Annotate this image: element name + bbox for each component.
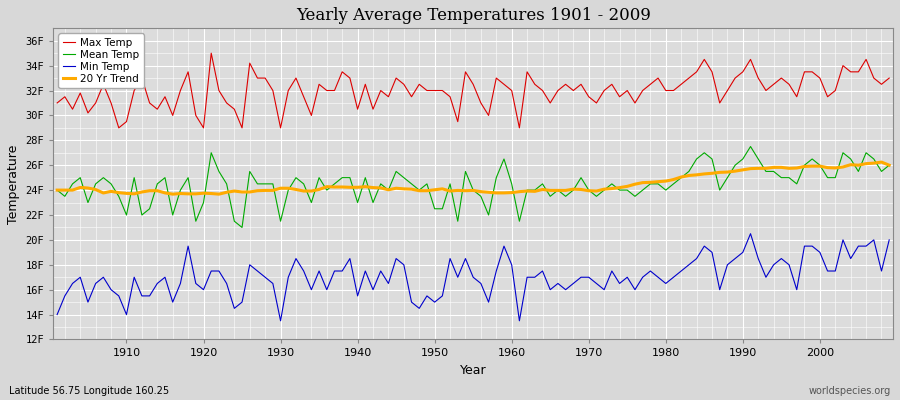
Title: Yearly Average Temperatures 1901 - 2009: Yearly Average Temperatures 1901 - 2009 (296, 7, 651, 24)
Min Temp (337, 269, 347, 274)
Max Temp (345, 76, 356, 80)
Mean Temp (607, 182, 617, 186)
Mean Temp (507, 182, 517, 186)
Max Temp (113, 126, 124, 130)
20 Yr Trend (607, 186, 617, 191)
Line: 20 Yr Trend: 20 Yr Trend (57, 162, 889, 194)
Text: worldspecies.org: worldspecies.org (809, 386, 891, 396)
Mean Temp (514, 219, 525, 224)
Text: Latitude 56.75 Longitude 160.25: Latitude 56.75 Longitude 160.25 (9, 386, 169, 396)
Max Temp (51, 100, 62, 105)
Min Temp (884, 238, 895, 242)
Mean Temp (884, 163, 895, 168)
Min Temp (291, 256, 302, 261)
Mean Temp (51, 188, 62, 192)
Mean Temp (745, 144, 756, 149)
Max Temp (206, 51, 217, 56)
Max Temp (614, 94, 625, 99)
20 Yr Trend (113, 190, 124, 195)
Min Temp (113, 294, 124, 298)
Min Temp (51, 312, 62, 317)
Line: Min Temp: Min Temp (57, 234, 889, 321)
20 Yr Trend (514, 189, 525, 194)
Legend: Max Temp, Mean Temp, Min Temp, 20 Yr Trend: Max Temp, Mean Temp, Min Temp, 20 Yr Tre… (58, 34, 144, 88)
Line: Mean Temp: Mean Temp (57, 146, 889, 228)
X-axis label: Year: Year (460, 364, 487, 377)
Min Temp (607, 269, 617, 274)
Min Temp (745, 231, 756, 236)
Min Temp (507, 262, 517, 267)
Mean Temp (113, 194, 124, 199)
Max Temp (514, 126, 525, 130)
20 Yr Trend (876, 160, 886, 164)
20 Yr Trend (337, 184, 347, 189)
Mean Temp (291, 175, 302, 180)
Min Temp (514, 318, 525, 323)
Line: Max Temp: Max Temp (57, 53, 889, 128)
20 Yr Trend (167, 192, 178, 196)
20 Yr Trend (507, 190, 517, 195)
20 Yr Trend (51, 188, 62, 192)
Max Temp (122, 119, 132, 124)
Mean Temp (237, 225, 248, 230)
Mean Temp (337, 175, 347, 180)
Max Temp (522, 70, 533, 74)
Y-axis label: Temperature: Temperature (7, 144, 20, 224)
Max Temp (884, 76, 895, 80)
20 Yr Trend (291, 187, 302, 192)
20 Yr Trend (884, 163, 895, 168)
Min Temp (275, 318, 286, 323)
Max Temp (298, 94, 309, 99)
